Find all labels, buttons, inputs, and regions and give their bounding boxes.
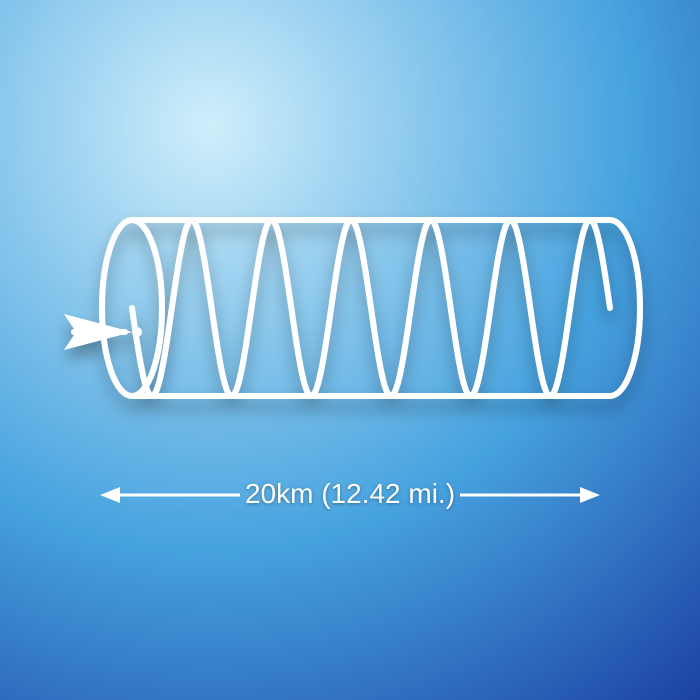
- background: [0, 0, 700, 700]
- dimension-label: 20km (12.42 mi.): [240, 478, 460, 510]
- entry-arrow-dot: [132, 327, 142, 337]
- diagram-canvas: 20km (12.42 mi.): [0, 0, 700, 700]
